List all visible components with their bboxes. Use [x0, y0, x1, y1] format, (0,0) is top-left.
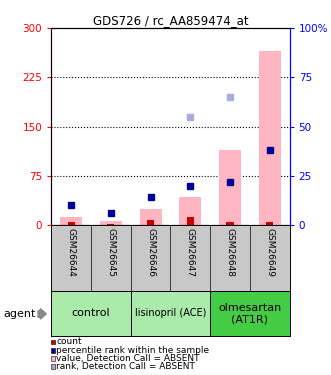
- Bar: [179, 197, 201, 225]
- Bar: [226, 222, 234, 225]
- Bar: [259, 51, 281, 225]
- Text: percentile rank within the sample: percentile rank within the sample: [56, 346, 209, 355]
- Text: GSM26647: GSM26647: [186, 228, 195, 277]
- Text: rank, Detection Call = ABSENT: rank, Detection Call = ABSENT: [56, 362, 195, 371]
- Text: agent: agent: [3, 309, 36, 319]
- Text: GSM26645: GSM26645: [106, 228, 116, 277]
- Text: olmesartan
(AT1R): olmesartan (AT1R): [218, 303, 282, 324]
- Bar: [100, 221, 122, 225]
- Bar: [187, 217, 194, 225]
- Text: GSM26644: GSM26644: [67, 228, 76, 277]
- Text: GSM26648: GSM26648: [225, 228, 235, 277]
- Bar: [266, 222, 273, 225]
- Bar: [219, 150, 241, 225]
- Text: control: control: [72, 309, 110, 318]
- Text: GSM26646: GSM26646: [146, 228, 155, 277]
- Bar: [131, 291, 210, 336]
- Text: GSM26649: GSM26649: [265, 228, 274, 277]
- Bar: [210, 291, 290, 336]
- Bar: [107, 224, 115, 225]
- Text: count: count: [56, 338, 82, 346]
- Bar: [68, 222, 75, 225]
- Text: value, Detection Call = ABSENT: value, Detection Call = ABSENT: [56, 354, 200, 363]
- Bar: [140, 209, 162, 225]
- Title: GDS726 / rc_AA859474_at: GDS726 / rc_AA859474_at: [93, 14, 248, 27]
- Bar: [51, 291, 131, 336]
- Bar: [60, 217, 82, 225]
- Text: lisinopril (ACE): lisinopril (ACE): [135, 309, 206, 318]
- Bar: [147, 220, 154, 225]
